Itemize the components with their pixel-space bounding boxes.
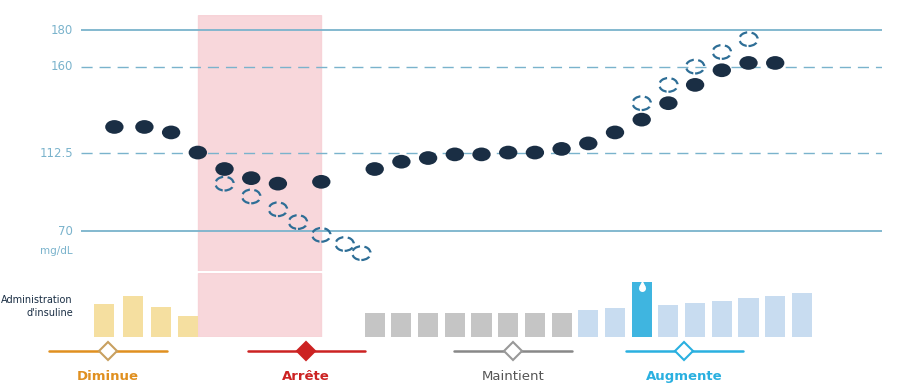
Bar: [418, 313, 438, 337]
Ellipse shape: [418, 151, 437, 165]
Bar: [525, 313, 544, 337]
Bar: [178, 316, 198, 337]
Bar: [739, 298, 759, 337]
Text: Diminue: Diminue: [77, 370, 139, 383]
Ellipse shape: [215, 162, 234, 176]
Ellipse shape: [553, 142, 571, 156]
Ellipse shape: [135, 120, 154, 134]
Bar: [632, 283, 652, 337]
Text: Maintient: Maintient: [482, 370, 544, 383]
Text: 112.5: 112.5: [40, 147, 73, 160]
Bar: [659, 305, 679, 337]
Bar: [122, 296, 143, 337]
Text: mg/dL: mg/dL: [40, 246, 73, 256]
Ellipse shape: [269, 177, 287, 191]
Bar: [364, 313, 384, 337]
Ellipse shape: [766, 56, 785, 70]
Text: Administration
d'insuline: Administration d'insuline: [2, 295, 73, 318]
Ellipse shape: [659, 96, 678, 110]
Ellipse shape: [526, 146, 544, 159]
Bar: [499, 313, 518, 337]
Ellipse shape: [499, 146, 517, 159]
Ellipse shape: [446, 147, 464, 161]
Bar: [712, 301, 732, 337]
Text: 70: 70: [58, 225, 73, 238]
Text: Augmente: Augmente: [645, 370, 723, 383]
Ellipse shape: [365, 162, 384, 176]
Bar: [765, 296, 785, 337]
Ellipse shape: [105, 120, 123, 134]
Ellipse shape: [686, 78, 705, 92]
Ellipse shape: [713, 64, 731, 77]
Bar: [472, 313, 491, 337]
Ellipse shape: [739, 56, 758, 70]
Bar: [445, 313, 464, 337]
Ellipse shape: [189, 146, 207, 159]
Bar: [552, 313, 572, 337]
Bar: [392, 313, 411, 337]
Bar: [94, 304, 114, 337]
Text: Arrête: Arrête: [282, 370, 330, 383]
Bar: [198, 15, 321, 271]
FancyBboxPatch shape: [632, 283, 652, 296]
Ellipse shape: [162, 126, 180, 139]
Bar: [151, 306, 171, 337]
Bar: [792, 293, 812, 337]
Text: 160: 160: [50, 60, 73, 73]
Bar: [685, 303, 705, 337]
Text: 180: 180: [50, 23, 73, 37]
Ellipse shape: [579, 137, 598, 150]
Ellipse shape: [606, 126, 625, 139]
Ellipse shape: [242, 171, 260, 185]
Bar: [579, 310, 599, 337]
Ellipse shape: [633, 113, 651, 127]
Bar: [605, 308, 625, 337]
Bar: [198, 273, 321, 337]
Ellipse shape: [392, 155, 410, 169]
Ellipse shape: [472, 147, 490, 161]
Ellipse shape: [312, 175, 330, 189]
